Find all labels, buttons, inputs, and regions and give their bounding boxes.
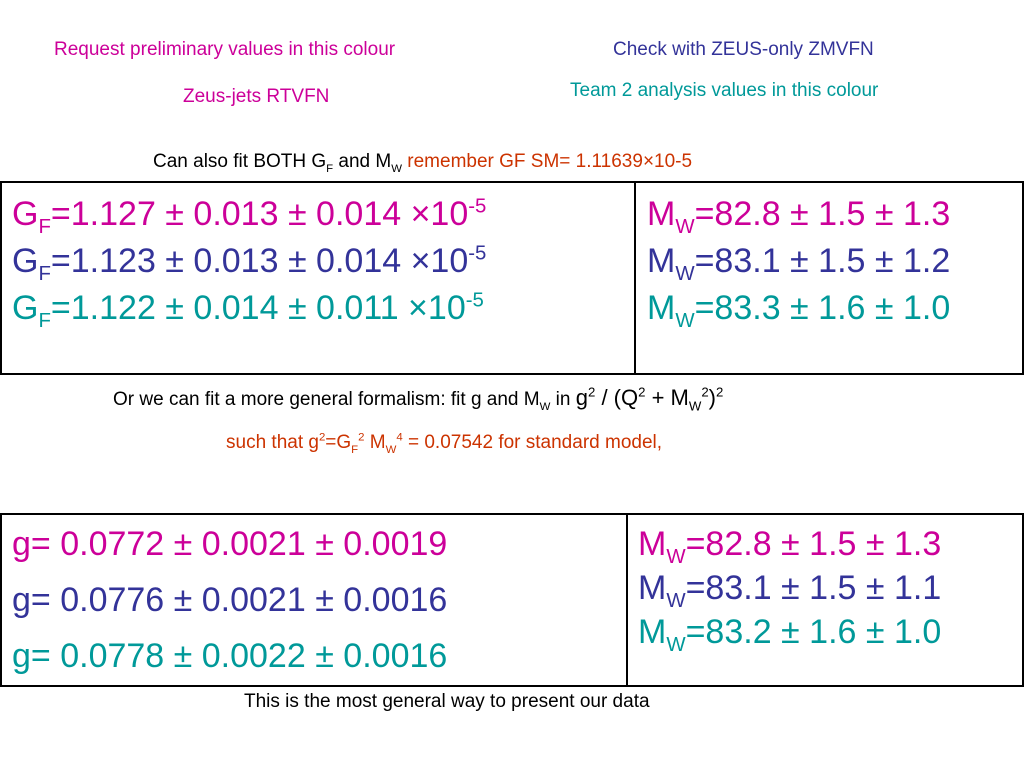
standard-model-line: such that g2=GF2 MW4 = 0.07542 for stand… [226,431,663,456]
g-column: g= 0.0772 ± 0.0021 ± 0.0019 g= 0.0776 ± 0… [12,527,447,695]
g-value: g= 0.0778 ± 0.0022 ± 0.0016 [12,637,448,675]
gf-value: GF=1.127 ± 0.013 ± 0.014 ×10-5 [12,195,487,238]
mw-value: MW=83.2 ± 1.6 ± 1.0 [638,613,942,656]
remember-gf-note: remember GF SM= 1.11639×10-5 [407,151,693,172]
general-formalism-line: Or we can fit a more general formalism: … [113,384,724,414]
table-divider [634,183,636,373]
general-formula: g2 / (Q2 + MW2)2 [575,384,724,414]
mw-value: MW=83.1 ± 1.5 ± 1.1 [638,569,942,612]
general-in: in [550,389,576,410]
mw-value: MW=82.8 ± 1.5 ± 1.3 [638,525,942,568]
fit-both-and-m: and M [333,151,392,172]
request-note: Request preliminary values in this colou… [54,39,396,60]
mw-column: MW=82.8 ± 1.5 ± 1.3 MW=83.1 ± 1.5 ± 1.2 MW… [647,197,950,338]
gf-mw-table: GF=1.127 ± 0.013 ± 0.014 ×10-5 GF=1.123 ±… [0,181,1024,375]
fit-both-sub-f: F [326,162,334,175]
general-text: Or we can fit a more general formalism: … [113,389,540,410]
g-value: g= 0.0772 ± 0.0021 ± 0.0019 [12,525,448,563]
zeus-jets-note: Zeus-jets RTVFN [183,86,330,107]
fit-both-line: Can also fit BOTH GF and MW remember GF … [153,151,693,175]
mw-value: MW=83.1 ± 1.5 ± 1.2 [647,242,951,285]
gf-value: GF=1.122 ± 0.014 ± 0.011 ×10-5 [12,289,484,332]
fit-both-prefix: Can also fit BOTH G [153,151,327,172]
mw-value: MW=82.8 ± 1.5 ± 1.3 [647,195,951,238]
fit-both-sub-w: W [391,162,402,175]
check-zeus-note: Check with ZEUS-only ZMVFN [613,39,874,60]
general-sub-w: W [539,400,551,413]
g-mw-table: g= 0.0772 ± 0.0021 ± 0.0019 g= 0.0776 ± 0… [0,513,1024,687]
gf-value: GF=1.123 ± 0.013 ± 0.014 ×10-5 [12,242,487,285]
mw-column: MW=82.8 ± 1.5 ± 1.3 MW=83.1 ± 1.5 ± 1.1 MW… [638,527,941,659]
footer-note: This is the most general way to present … [244,691,650,712]
mw-value: MW=83.3 ± 1.6 ± 1.0 [647,289,951,332]
g-value: g= 0.0776 ± 0.0021 ± 0.0016 [12,581,448,619]
team2-note: Team 2 analysis values in this colour [570,80,879,101]
gf-column: GF=1.127 ± 0.013 ± 0.014 ×10-5 GF=1.123 ±… [12,195,487,338]
table-divider [626,515,628,685]
